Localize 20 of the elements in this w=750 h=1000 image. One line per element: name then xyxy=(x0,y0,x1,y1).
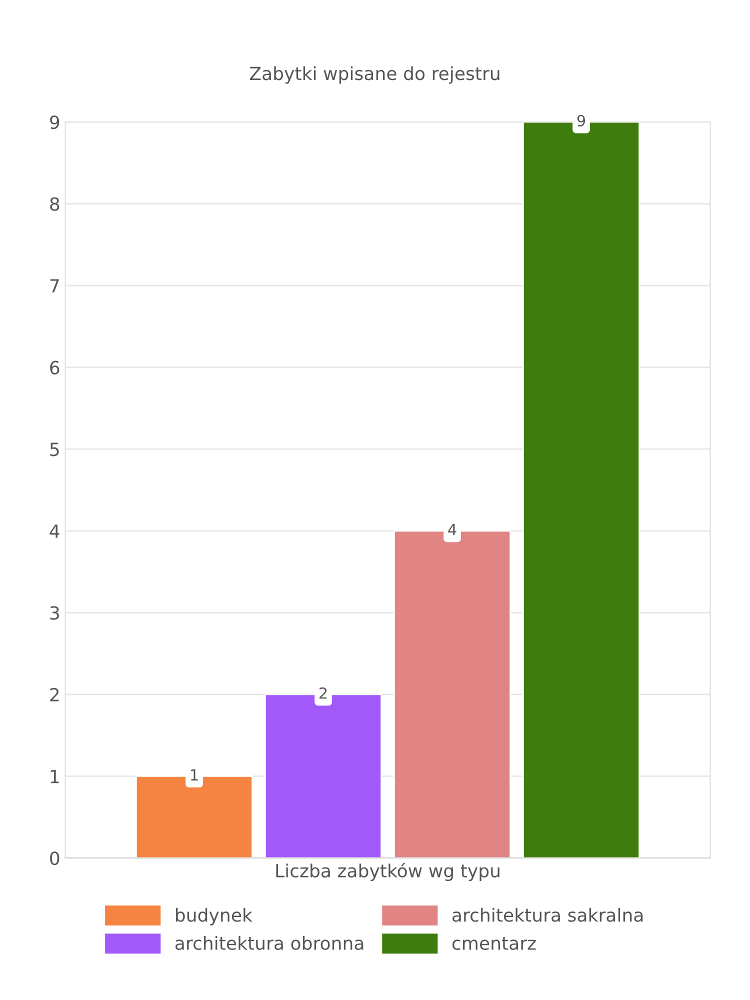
y-tick-label: 3 xyxy=(50,606,59,620)
y-tick-label: 7 xyxy=(50,279,59,292)
y-tick-label: 4 xyxy=(50,524,60,538)
legend-label: architektura sakralna xyxy=(452,908,643,922)
data-label: 9 xyxy=(577,114,586,126)
y-tick-label: 5 xyxy=(50,442,59,456)
y-tick-label: 0 xyxy=(50,851,60,866)
data-label: 2 xyxy=(320,687,327,699)
chart-title: Zabytki wpisane do rejestru xyxy=(250,66,500,84)
data-label: 4 xyxy=(448,524,456,536)
y-tick-label: 2 xyxy=(50,688,59,702)
data-label: 1 xyxy=(191,769,198,780)
y-tick-label: 8 xyxy=(50,197,60,211)
x-tick-label: Liczba zabytków wg typu xyxy=(276,862,500,882)
legend-label: architektura obronna xyxy=(175,936,364,950)
legend-label: cmentarz xyxy=(452,937,536,950)
y-tick-label: 1 xyxy=(50,770,59,784)
y-tick-label: 6 xyxy=(50,360,60,374)
legend-label: budynek xyxy=(176,908,252,926)
y-tick-label: 9 xyxy=(50,115,60,130)
